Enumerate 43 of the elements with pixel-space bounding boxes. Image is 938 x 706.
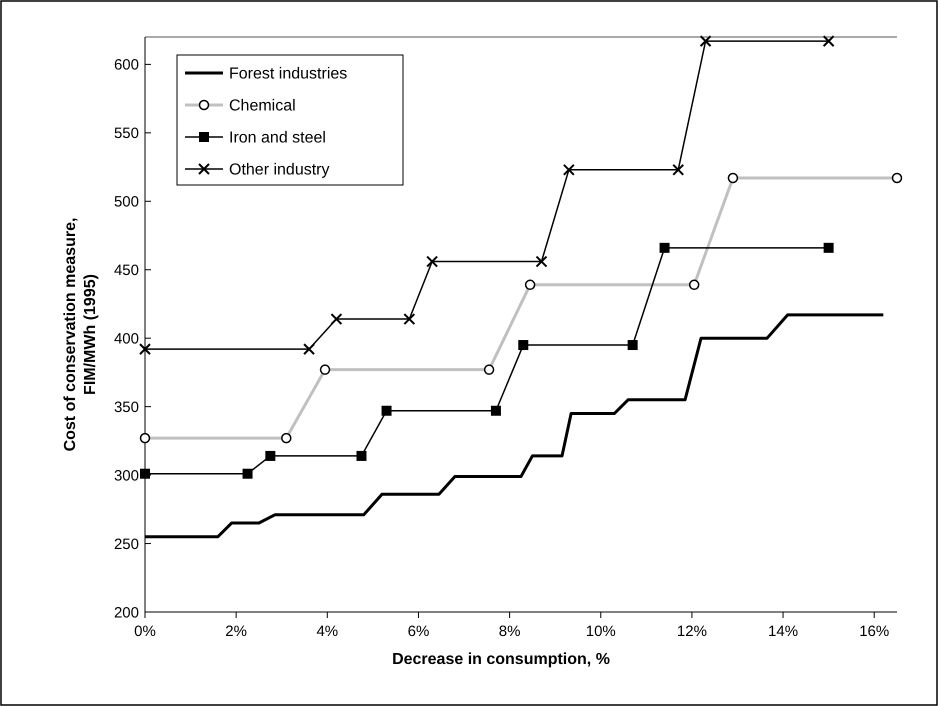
point — [536, 256, 548, 268]
point — [518, 340, 528, 350]
legend-label: Forest industries — [229, 66, 348, 83]
point — [822, 35, 835, 48]
y-tick-label: 500 — [114, 194, 139, 211]
y-tick-label: 200 — [114, 604, 139, 622]
x-tick-label: 14% — [768, 623, 798, 640]
x-axis-title: Decrease in consumption, % — [392, 651, 610, 668]
y-axis-title: Cost of conservation measure, FIM/MWh (1995) — [62, 218, 99, 452]
legend-label: Other industry — [229, 162, 330, 179]
point — [403, 313, 416, 326]
point — [672, 164, 684, 176]
x-tick-label: 4% — [316, 623, 338, 640]
legend-label: Chemical — [229, 98, 296, 115]
point — [426, 256, 438, 268]
point — [356, 450, 366, 461]
x-tick-label: 0% — [134, 623, 156, 640]
x-tick-label: 6% — [408, 623, 430, 640]
x-tick-label: 16% — [859, 623, 890, 640]
y-tick-label: 450 — [114, 262, 139, 279]
point — [660, 242, 670, 253]
x-tick-label: 12% — [676, 623, 707, 640]
point — [242, 468, 253, 479]
y-tick-label: 300 — [114, 467, 139, 484]
x-tick-label: 2% — [225, 623, 247, 640]
point — [824, 242, 834, 253]
y-tick-label: 550 — [114, 125, 139, 142]
point — [382, 406, 392, 416]
point — [330, 313, 342, 326]
y-tick-label: 250 — [114, 536, 139, 553]
y-tick-label: 400 — [114, 330, 139, 348]
y-tick-label: 600 — [114, 56, 139, 74]
y-tick-label: 350 — [114, 398, 139, 416]
x-tick-label: 10% — [586, 623, 616, 640]
point — [139, 343, 151, 356]
point — [628, 340, 638, 350]
point — [265, 450, 276, 461]
legend-label: Iron and steel — [229, 130, 326, 147]
point — [490, 406, 501, 416]
point — [700, 35, 712, 48]
point — [303, 343, 316, 356]
point — [562, 164, 575, 176]
x-tick-label: 8% — [498, 623, 520, 640]
